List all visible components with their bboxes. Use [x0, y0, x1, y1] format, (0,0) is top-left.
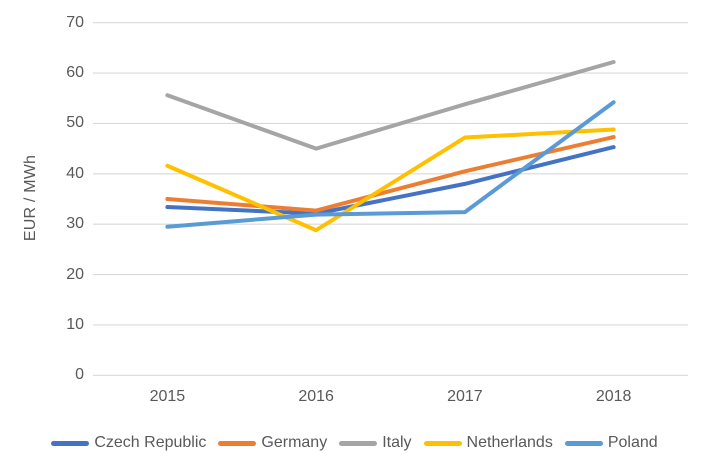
x-axis-label: 2017 [447, 388, 483, 405]
legend-label: Netherlands [466, 434, 553, 451]
legend: Czech Republic Germany Italy Netherlands Pol… [0, 434, 709, 452]
y-tick-label: 50 [66, 114, 84, 132]
legend-swatch-czech-republic [51, 440, 90, 446]
y-tick-label: 40 [66, 164, 84, 182]
legend-swatch-italy [339, 440, 378, 446]
series-line-poland [165, 100, 616, 229]
series-line-germany [165, 135, 616, 213]
legend-label: Poland [607, 434, 658, 451]
y-tick-label: 60 [66, 64, 84, 82]
x-axis-label: 2018 [595, 388, 632, 405]
y-tick-label: 30 [66, 215, 84, 233]
series-line-czech-republic [165, 145, 616, 216]
y-tick-label: 70 [66, 13, 84, 31]
legend-label: Germany [261, 434, 328, 451]
legend-item-poland: Poland [564, 434, 658, 452]
legend-swatch-netherlands [423, 440, 462, 446]
legend-item-czech-republic: Czech Republic [51, 434, 206, 452]
series-line-netherlands [165, 127, 616, 233]
x-axis-label: 2016 [298, 388, 334, 405]
legend-item-germany: Germany [218, 434, 327, 452]
legend-item-italy: Italy [339, 434, 412, 452]
legend-item-netherlands: Netherlands [423, 434, 553, 452]
y-tick-label: 0 [75, 366, 84, 384]
legend-swatch-poland [564, 440, 603, 446]
legend-label: Italy [382, 434, 412, 451]
series-line-italy [165, 59, 616, 151]
y-tick-label: 10 [66, 315, 84, 333]
x-axis-label: 2015 [149, 388, 186, 405]
legend-swatch-germany [218, 440, 257, 446]
legend-label: Czech Republic [94, 434, 207, 451]
y-tick-label: 20 [66, 265, 84, 283]
